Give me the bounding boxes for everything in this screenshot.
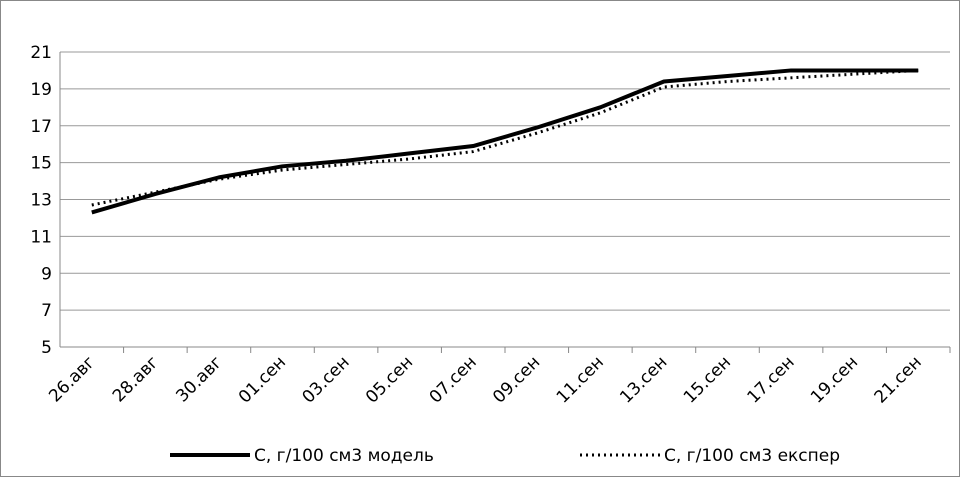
y-tick-label: 11 xyxy=(30,227,52,247)
y-tick-label: 21 xyxy=(30,43,52,63)
legend-label: C, г/100 см3 експер xyxy=(664,446,840,466)
y-tick-label: 5 xyxy=(41,338,52,358)
y-tick-label: 15 xyxy=(30,154,52,174)
y-tick-label: 17 xyxy=(30,117,52,137)
legend-label: C, г/100 см3 модель xyxy=(254,446,434,466)
y-tick-label: 19 xyxy=(30,80,52,100)
y-tick-label: 13 xyxy=(30,191,52,211)
series-line xyxy=(91,68,919,215)
y-tick-label: 7 xyxy=(41,301,52,321)
y-tick-label: 9 xyxy=(41,264,52,284)
